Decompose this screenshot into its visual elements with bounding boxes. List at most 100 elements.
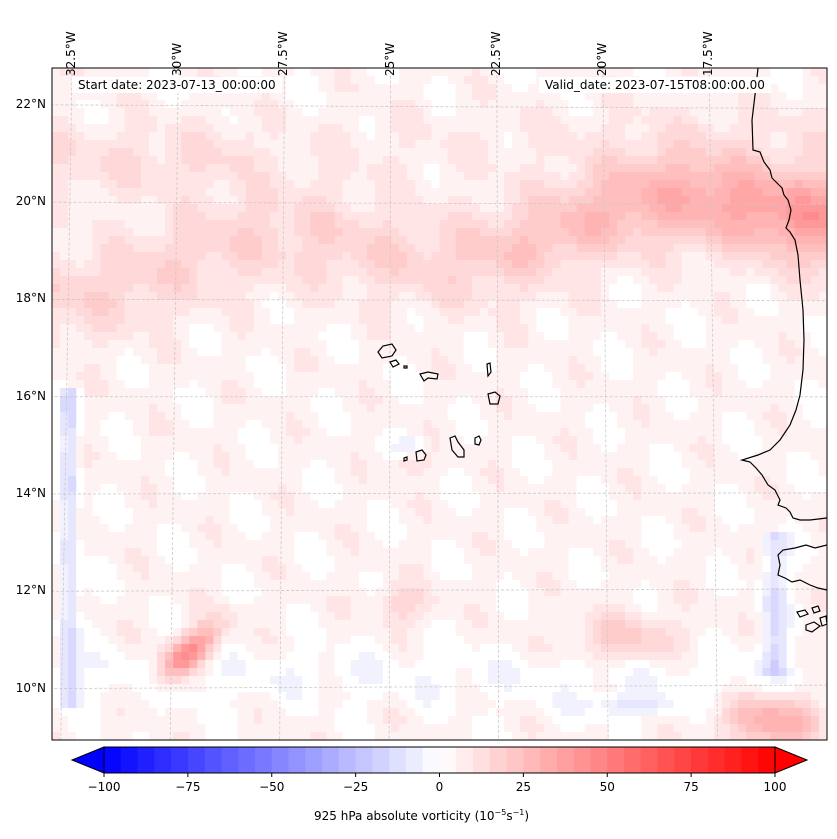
vorticity-cell — [794, 228, 804, 237]
vorticity-cell — [754, 412, 764, 421]
vorticity-cell — [722, 348, 731, 357]
vorticity-cell — [528, 116, 537, 125]
vorticity-cell — [68, 308, 77, 317]
vorticity-cell — [592, 116, 602, 125]
vorticity-cell — [802, 140, 812, 149]
vorticity-cell — [237, 348, 247, 357]
vorticity-cell — [76, 132, 85, 141]
vorticity-cell — [552, 476, 562, 485]
vorticity-cell — [181, 164, 190, 173]
vorticity-cell — [657, 132, 667, 141]
vorticity-cell — [592, 140, 602, 149]
vorticity-cell — [173, 204, 182, 213]
vorticity-cell — [479, 212, 489, 221]
vorticity-cell — [568, 372, 578, 381]
vorticity-cell — [487, 188, 497, 197]
vorticity-cell — [318, 100, 328, 109]
vorticity-cell — [350, 324, 360, 333]
vorticity-cell — [617, 412, 626, 421]
vorticity-cell — [770, 212, 780, 221]
vorticity-cell — [439, 324, 449, 333]
vorticity-cell — [746, 468, 755, 477]
vorticity-cell — [544, 300, 554, 309]
vorticity-cell — [310, 164, 320, 173]
vorticity-cell — [391, 196, 400, 205]
vorticity-cell — [786, 348, 796, 357]
vorticity-cell — [278, 396, 287, 405]
vorticity-cell — [641, 396, 650, 405]
vorticity-cell — [471, 228, 481, 237]
vorticity-cell — [108, 220, 118, 229]
vorticity-cell — [730, 292, 739, 301]
vorticity-cell — [512, 116, 521, 125]
vorticity-cell — [754, 332, 764, 341]
vorticity-cell — [382, 308, 392, 317]
vorticity-cell — [132, 356, 142, 365]
vorticity-cell — [697, 188, 707, 197]
vorticity-cell — [366, 388, 376, 397]
vorticity-cell — [673, 124, 683, 133]
vorticity-cell — [374, 100, 384, 109]
vorticity-cell — [205, 172, 215, 181]
vorticity-cell — [278, 428, 287, 437]
vorticity-cell — [221, 372, 231, 381]
vorticity-cell — [479, 324, 489, 333]
vorticity-cell — [576, 132, 586, 141]
vorticity-cell — [786, 84, 796, 93]
vorticity-cell — [245, 396, 255, 405]
vorticity-cell — [584, 468, 594, 477]
vorticity-cell — [447, 180, 457, 189]
vorticity-cell — [358, 124, 368, 133]
vorticity-cell — [374, 76, 384, 85]
vorticity-cell — [697, 412, 707, 421]
vorticity-cell — [786, 268, 796, 277]
vorticity-cell — [431, 460, 441, 469]
vorticity-cell — [100, 396, 110, 405]
vorticity-cell — [746, 364, 755, 373]
vorticity-cell — [261, 388, 271, 397]
vorticity-cell — [286, 212, 295, 221]
vorticity-cell — [358, 92, 368, 101]
vorticity-cell — [318, 332, 328, 341]
vorticity-cell — [253, 412, 263, 421]
vorticity-cell — [391, 460, 400, 469]
vorticity-cell — [173, 228, 182, 237]
vorticity-cell — [705, 460, 715, 469]
vorticity-cell — [229, 292, 239, 301]
vorticity-cell — [447, 252, 457, 261]
vorticity-cell — [633, 348, 642, 357]
vorticity-cell — [681, 316, 691, 325]
vorticity-cell — [657, 284, 667, 293]
vorticity-cell — [705, 364, 715, 373]
vorticity-cell — [802, 444, 812, 453]
vorticity-cell — [722, 228, 731, 237]
vorticity-cell — [770, 412, 780, 421]
vorticity-cell — [576, 404, 586, 413]
vorticity-cell — [584, 212, 594, 221]
vorticity-cell — [463, 340, 473, 349]
vorticity-cell — [366, 196, 376, 205]
vorticity-cell — [68, 404, 77, 413]
vorticity-cell — [189, 284, 198, 293]
vorticity-cell — [366, 348, 376, 357]
vorticity-cell — [415, 236, 424, 245]
vorticity-cell — [770, 164, 780, 173]
vorticity-cell — [76, 140, 85, 149]
vorticity-cell — [391, 364, 400, 373]
vorticity-cell — [100, 236, 110, 245]
vorticity-cell — [504, 220, 513, 229]
vorticity-cell — [802, 236, 812, 245]
vorticity-cell — [762, 364, 772, 373]
vorticity-cell — [165, 244, 174, 253]
vorticity-cell — [334, 252, 344, 261]
vorticity-cell — [100, 292, 110, 301]
vorticity-cell — [237, 412, 247, 421]
vorticity-cell — [600, 444, 610, 453]
vorticity-cell — [124, 116, 134, 125]
vorticity-cell — [148, 228, 158, 237]
vorticity-cell — [326, 188, 336, 197]
vorticity-cell — [302, 244, 311, 253]
vorticity-cell — [544, 132, 554, 141]
vorticity-cell — [641, 476, 650, 485]
vorticity-cell — [108, 164, 118, 173]
